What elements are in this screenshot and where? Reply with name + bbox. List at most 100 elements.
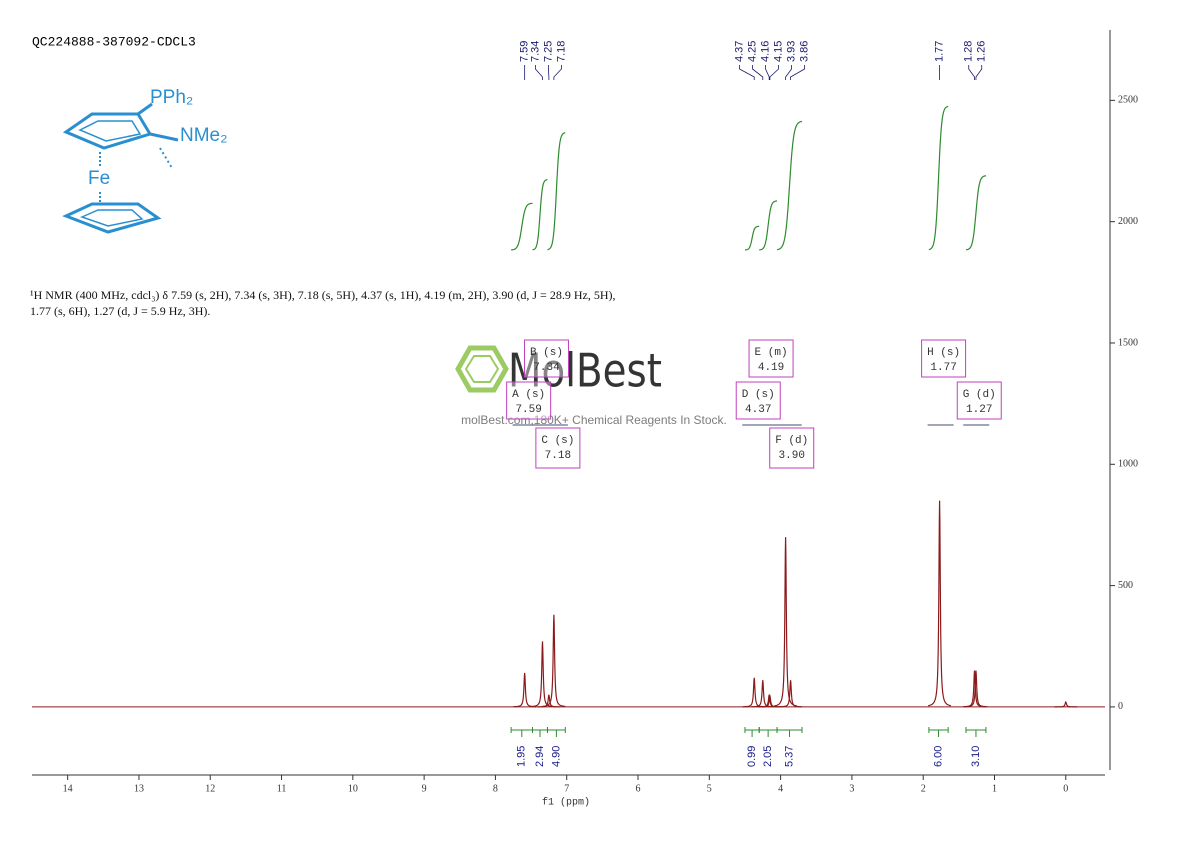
peak-label: 7.18 [555, 41, 567, 62]
multiplet-name: C (s) [541, 435, 574, 447]
x-tick-label: 3 [849, 783, 854, 794]
peak [513, 672, 537, 708]
bond [149, 132, 179, 142]
peak-label: 7.59 [519, 41, 531, 62]
peak-label-connector [739, 65, 755, 80]
x-tick-label: 6 [636, 783, 641, 794]
multiplet-box [523, 339, 569, 378]
peak-label-connector [752, 65, 764, 80]
x-tick-label: 1 [992, 783, 997, 794]
y-tick-label: 1000 [1118, 459, 1138, 470]
multiplet-box [748, 339, 794, 378]
cp-ring-bottom [62, 202, 162, 234]
integral-label: 0.99 [746, 746, 758, 767]
integral-curve [776, 120, 803, 251]
peak [774, 537, 798, 707]
peak-label-connector [790, 65, 805, 80]
y-tick-label: 1500 [1118, 337, 1138, 348]
x-tick-label: 9 [422, 783, 427, 794]
x-tick-label: 12 [205, 783, 215, 794]
multiplet-box [506, 381, 552, 420]
peak [779, 680, 803, 708]
peak-label: 1.26 [976, 41, 988, 62]
y-tick-label: 2000 [1118, 216, 1138, 227]
watermark: MolBest molBest.com,180K+ Chemical Reage… [455, 344, 727, 427]
integral-curve [532, 179, 548, 251]
multiplet-shift: 1.27 [966, 404, 992, 416]
multiplet-name: F (d) [775, 435, 808, 447]
integral-curve [965, 175, 987, 251]
integral-curve [928, 105, 949, 251]
structure [62, 102, 179, 234]
multiplet-shift: 4.37 [745, 404, 771, 416]
y-tick-label: 0 [1118, 701, 1123, 712]
y-tick-label: 2500 [1118, 95, 1138, 106]
multiplet-shift: 3.90 [779, 450, 805, 462]
peak-label: 7.25 [542, 41, 554, 62]
cp-ring-top [62, 112, 153, 150]
x-axis-label: f1 (ppm) [542, 797, 590, 809]
peak-label: 1.77 [934, 41, 946, 62]
x-tick-label: 0 [1063, 783, 1068, 794]
multiplet-name: B (s) [530, 347, 563, 359]
multiplet-name: A (s) [512, 389, 545, 401]
x-tick-label: 13 [134, 783, 144, 794]
peak-label-connector [968, 65, 975, 80]
integral-curve [547, 132, 566, 251]
structure-label: NMe₂ [180, 125, 228, 146]
peak-label-connector [765, 65, 770, 80]
multiplet-name: D (s) [742, 389, 775, 401]
x-tick-label: 14 [63, 783, 73, 794]
x-tick-label: 5 [707, 783, 712, 794]
x-tick-label: 8 [493, 783, 498, 794]
multiplet-name: E (m) [755, 347, 788, 359]
peak [531, 641, 554, 708]
multiplet-shift: 1.77 [930, 362, 956, 374]
structure-label: PPh₂ [150, 87, 193, 108]
peak [537, 694, 561, 708]
integral-curve [759, 200, 778, 251]
peak-label-connector [553, 65, 562, 80]
peak-label-connector [769, 65, 779, 80]
integral-label: 6.00 [932, 746, 944, 767]
peak [751, 680, 775, 708]
structure-label: Fe [88, 168, 110, 189]
peak-label: 4.15 [772, 41, 784, 62]
peak-label: 3.86 [798, 41, 810, 62]
watermark-logo-icon [464, 355, 500, 383]
multiplet-name: H (s) [927, 347, 960, 359]
x-tick-label: 2 [921, 783, 926, 794]
x-tick-label: 7 [564, 783, 569, 794]
nmr-description: ¹H NMR (400 MHz, cdcl₃) δ 7.59 (s, 2H), … [30, 288, 616, 318]
integral-label: 2.05 [762, 746, 774, 767]
peak-label-connector [975, 65, 983, 80]
multiplet-box [735, 381, 781, 420]
peak-label: 4.37 [733, 41, 745, 62]
peak [964, 670, 988, 708]
integral-curve [744, 225, 760, 251]
multiplet-box [921, 339, 967, 378]
multiplet-box [535, 427, 581, 469]
cp-ring-top-inner [78, 120, 142, 142]
multiplet-box [956, 381, 1002, 420]
integral-label: 1.95 [516, 746, 528, 767]
integral-label: 4.90 [550, 746, 562, 767]
peak-label-connector [785, 65, 792, 80]
watermark-logo-icon [455, 345, 509, 393]
peak [758, 693, 782, 708]
watermark-logo: MolBest [508, 344, 662, 398]
peak [542, 614, 566, 707]
peak-label: 7.34 [529, 41, 541, 62]
bond [137, 102, 153, 116]
chart-title: QC224888-387092-CDCL3 [32, 34, 196, 49]
multiplet-shift: 7.34 [533, 362, 560, 374]
watermark-tagline: molBest.com,180K+ Chemical Reagents In S… [461, 413, 727, 427]
peak-label: 1.28 [963, 41, 975, 62]
multiplet-shift: 7.59 [515, 404, 541, 416]
peak-label-connector [535, 65, 543, 80]
multiplet-shift: 4.19 [758, 362, 784, 374]
integral-curve [511, 202, 533, 251]
peak [928, 500, 952, 707]
x-tick-label: 10 [348, 783, 358, 794]
